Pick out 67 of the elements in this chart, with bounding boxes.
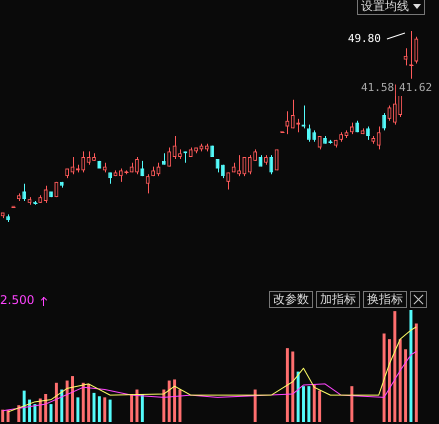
- bar: [60, 390, 64, 422]
- bar: [22, 390, 26, 422]
- candlestick: [146, 174, 150, 194]
- candlestick: [237, 154, 241, 177]
- candlestick: [404, 48, 408, 66]
- candlestick: [382, 112, 386, 131]
- candlestick: [216, 158, 220, 173]
- bar: [318, 390, 322, 422]
- bar: [136, 390, 138, 422]
- bar: [382, 334, 386, 422]
- candlestick: [135, 156, 139, 175]
- bar: [66, 380, 69, 422]
- candlestick: [156, 162, 160, 177]
- bar: [92, 392, 96, 422]
- bar: [296, 372, 300, 422]
- candlestick: [178, 148, 182, 160]
- bar: [130, 394, 134, 422]
- bar: [409, 310, 412, 422]
- bar: [404, 349, 408, 422]
- bar: [388, 339, 391, 422]
- candlestick: [172, 136, 176, 160]
- bar: [98, 396, 101, 422]
- bar: [108, 400, 112, 422]
- candlestick: [102, 162, 107, 173]
- candlestick: [318, 136, 322, 150]
- bar: [33, 404, 36, 422]
- text: 换指标: [363, 291, 407, 308]
- bar: [87, 384, 90, 422]
- candlestick: [388, 104, 392, 122]
- bar: [302, 386, 305, 422]
- bar: [350, 386, 354, 422]
- annotation: 49.80: [348, 32, 381, 45]
- candlestick: [307, 124, 311, 142]
- text: 加指标: [316, 291, 360, 308]
- candlestick: [70, 156, 74, 175]
- bar: [50, 404, 53, 422]
- bar: [76, 397, 80, 422]
- bar: [1, 410, 4, 422]
- candlestick: [286, 110, 290, 135]
- bar: [17, 405, 20, 422]
- candlestick: [221, 164, 225, 179]
- bar: [414, 323, 418, 422]
- bar: [173, 379, 176, 422]
- annotation: 41.62: [399, 80, 432, 94]
- bar: [168, 380, 171, 422]
- candlestick: [312, 130, 316, 142]
- bar: [44, 394, 48, 422]
- candlestick: [264, 154, 268, 166]
- bar: [54, 382, 58, 422]
- bar: [307, 386, 310, 422]
- candlestick: [86, 150, 91, 166]
- bar: [398, 339, 402, 422]
- bar: [140, 394, 144, 422]
- bar: [71, 376, 74, 422]
- bar: [178, 390, 182, 422]
- bar: [162, 390, 166, 422]
- candlestick: [339, 132, 343, 142]
- bar: [254, 390, 257, 422]
- annotation: 41.58: [361, 80, 394, 94]
- text: 改参数: [269, 291, 313, 308]
- bar: [286, 348, 289, 422]
- bar: [393, 311, 396, 422]
- candlestick: [366, 126, 370, 140]
- chart-title: 2.500: [0, 293, 34, 307]
- candlestick: [242, 156, 246, 177]
- text: 设置均线: [361, 0, 409, 14]
- bar: [38, 398, 42, 422]
